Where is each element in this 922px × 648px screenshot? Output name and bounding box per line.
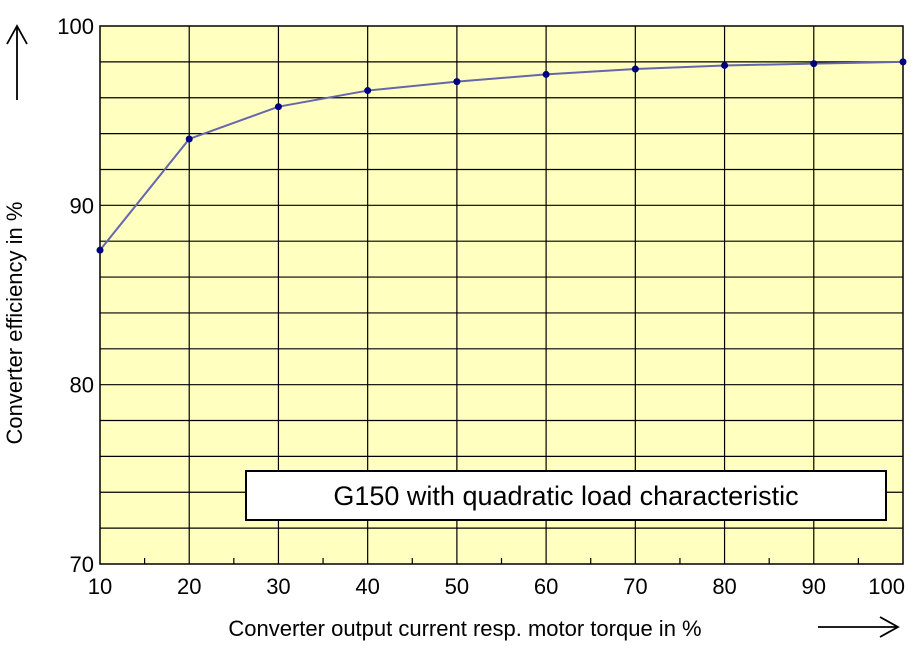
x-tick-label: 40 bbox=[355, 574, 379, 599]
data-point bbox=[274, 103, 282, 111]
data-point bbox=[899, 58, 907, 66]
data-point bbox=[631, 65, 639, 73]
y-tick-label: 70 bbox=[70, 552, 94, 577]
x-tick-label: 80 bbox=[712, 574, 736, 599]
data-point bbox=[453, 78, 461, 86]
x-tick-label: 70 bbox=[623, 574, 647, 599]
x-tick-label: 100 bbox=[868, 574, 905, 599]
annotation-box bbox=[245, 470, 887, 521]
x-tick-label: 30 bbox=[266, 574, 290, 599]
x-minor-ticks bbox=[144, 558, 859, 564]
data-point bbox=[185, 135, 193, 143]
y-tick-labels: 70 80 90 100 bbox=[57, 14, 94, 577]
y-tick-label: 100 bbox=[57, 14, 94, 39]
data-point bbox=[542, 70, 550, 78]
series-group bbox=[96, 58, 907, 254]
data-point bbox=[364, 87, 372, 95]
x-tick-labels: 10 20 30 40 50 60 70 80 90 100 bbox=[88, 574, 905, 599]
x-axis-arrow-icon bbox=[818, 616, 900, 638]
series-line bbox=[99, 60, 904, 251]
x-axis-label: Converter output current resp. motor tor… bbox=[228, 616, 701, 641]
x-tick-label: 50 bbox=[445, 574, 469, 599]
x-tick-label: 60 bbox=[534, 574, 558, 599]
y-axis-arrow-icon bbox=[6, 24, 28, 100]
data-point bbox=[721, 61, 729, 69]
y-tick-label: 90 bbox=[70, 193, 94, 218]
x-tick-label: 90 bbox=[802, 574, 826, 599]
plot-frame bbox=[99, 25, 904, 565]
annotation-text: G150 with quadratic load characteristic bbox=[333, 481, 798, 511]
x-tick-label: 20 bbox=[177, 574, 201, 599]
data-point bbox=[96, 246, 104, 254]
y-axis-label: Converter efficiency in % bbox=[2, 202, 27, 445]
y-tick-label: 80 bbox=[70, 373, 94, 398]
x-tick-label: 10 bbox=[88, 574, 112, 599]
data-point bbox=[810, 60, 818, 68]
